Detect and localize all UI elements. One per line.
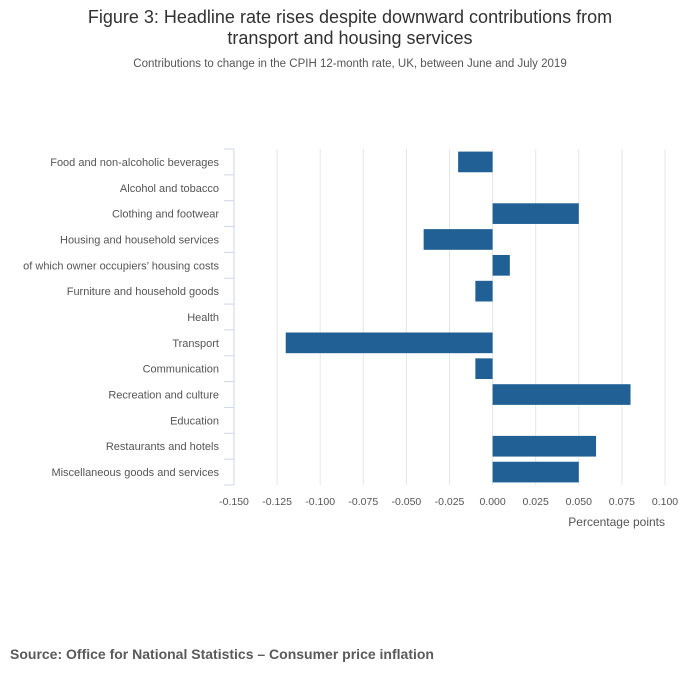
chart-title-line-1: Figure 3: Headline rate rises despite do… xyxy=(87,7,613,27)
gridlines xyxy=(233,149,666,485)
category-label: Furniture and household goods xyxy=(67,286,220,298)
bar xyxy=(492,461,579,483)
bar xyxy=(492,254,510,276)
category-label: Miscellaneous goods and services xyxy=(51,467,219,479)
x-tick-label: -0.025 xyxy=(435,496,465,508)
bar xyxy=(423,229,493,250)
x-tick-label: -0.050 xyxy=(392,496,422,508)
chart-title: Figure 3: Headline rate rises despite do… xyxy=(0,7,700,49)
bar xyxy=(458,151,493,173)
category-label: Recreation and culture xyxy=(108,390,219,402)
bars xyxy=(285,151,631,483)
category-label: Education xyxy=(170,415,219,427)
bar xyxy=(492,435,597,457)
category-label: Health xyxy=(187,312,219,324)
category-label: Restaurants and hotels xyxy=(106,441,220,453)
bar xyxy=(492,384,631,405)
bar-chart: Food and non-alcoholic beverages Alcohol … xyxy=(23,148,678,529)
x-tick-label: 0.075 xyxy=(609,496,635,508)
x-tick-label: -0.150 xyxy=(219,496,249,508)
bar xyxy=(475,280,493,302)
x-tick-labels: -0.150 -0.125 -0.100 -0.075 -0.050 -0.025 0.00… xyxy=(219,496,678,508)
category-label: Clothing and footwear xyxy=(112,209,219,221)
category-label: Communication xyxy=(143,364,219,376)
x-tick-label: -0.100 xyxy=(305,496,335,508)
category-label: of which owner occupiers’ housing costs xyxy=(23,260,219,272)
x-tick-label: 0.025 xyxy=(523,496,549,508)
category-label: Housing and household services xyxy=(60,234,219,246)
category-label: Alcohol and tobacco xyxy=(120,183,219,195)
bar xyxy=(285,332,493,354)
x-tick-label: 0.050 xyxy=(566,496,592,508)
x-tick-label: -0.075 xyxy=(348,496,378,508)
bar xyxy=(492,203,579,224)
x-tick-label: 0.000 xyxy=(479,496,505,508)
x-tick-label: -0.125 xyxy=(262,496,292,508)
bar xyxy=(475,358,493,380)
x-axis-title: Percentage points xyxy=(568,515,665,529)
category-label: Food and non-alcoholic beverages xyxy=(50,157,219,169)
category-label: Transport xyxy=(172,338,219,350)
chart-subtitle: Contributions to change in the CPIH 12-m… xyxy=(133,58,567,70)
x-tick-label: 0.100 xyxy=(652,496,678,508)
chart-title-line-2: transport and housing services xyxy=(227,28,473,48)
y-axis xyxy=(224,148,235,486)
category-labels: Food and non-alcoholic beverages Alcohol … xyxy=(23,157,219,479)
source-note: Source: Office for National Statistics –… xyxy=(10,646,434,662)
